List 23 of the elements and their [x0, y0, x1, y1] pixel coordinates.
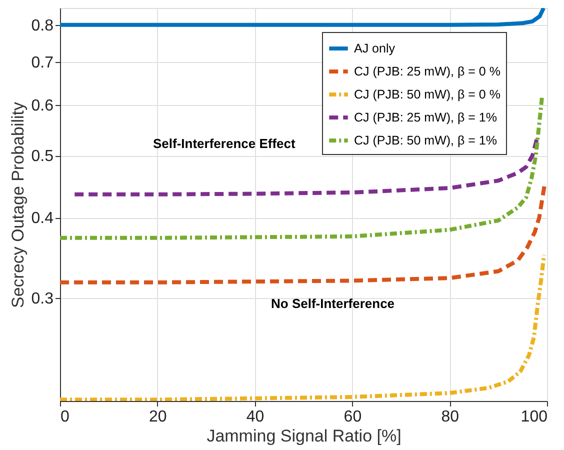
- legend-label: CJ (PJB: 25 mW), β = 0 %: [354, 64, 500, 78]
- annotation: Self-Interference Effect: [153, 136, 296, 151]
- y-tick-label: 0.3: [31, 290, 54, 308]
- legend-label: CJ (PJB: 25 mW), β = 1%: [354, 110, 497, 124]
- y-tick-label: 0.4: [31, 210, 54, 228]
- y-tick-label: 0.8: [31, 17, 54, 34]
- legend-label: CJ (PJB: 50 mW), β = 1%: [354, 134, 497, 148]
- x-tick-label: 60: [344, 408, 362, 426]
- x-tick-label: 20: [149, 408, 167, 426]
- line-series: [60, 8, 546, 27]
- legend-label: CJ (PJB: 50 mW), β = 0 %: [354, 88, 500, 102]
- x-axis-title: Jamming Signal Ratio [%]: [206, 426, 402, 446]
- x-tick-label: 100: [520, 408, 548, 426]
- x-tick-label: 40: [246, 408, 264, 426]
- legend-label: AJ only: [354, 42, 396, 56]
- x-tick-label: 80: [441, 408, 460, 426]
- y-tick-label: 0.6: [31, 97, 54, 114]
- y-tick-label: 0.5: [31, 148, 54, 166]
- y-axis-title: Secrecy Outage Probability: [8, 102, 28, 308]
- line-series: [72, 137, 539, 196]
- annotation: No Self-Interference: [271, 296, 395, 311]
- y-tick-label: 0.7: [31, 54, 54, 72]
- x-tick-label: 0: [60, 408, 70, 426]
